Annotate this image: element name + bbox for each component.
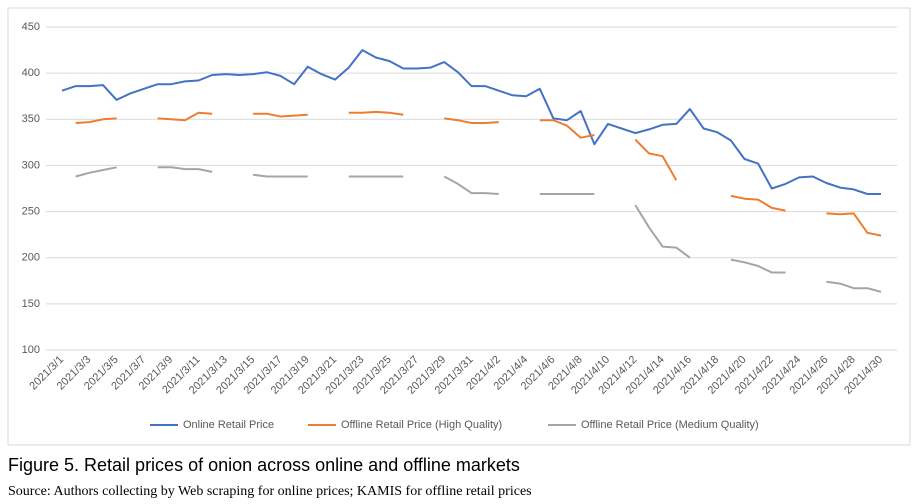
chart-frame <box>7 7 911 446</box>
series-line <box>75 166 882 293</box>
y-tick-label: 250 <box>22 205 40 217</box>
series-line <box>75 110 882 237</box>
y-tick-label: 100 <box>22 344 40 356</box>
y-tick-label: 300 <box>22 159 40 171</box>
y-tick-label: 400 <box>22 67 40 79</box>
legend-label: Offline Retail Price (Medium Quality) <box>581 419 759 431</box>
caption: Figure 5. Retail prices of onion across … <box>8 455 520 475</box>
y-tick-label: 450 <box>22 21 40 33</box>
y-tick-label: 150 <box>22 298 40 310</box>
y-tick-label: 350 <box>22 113 40 125</box>
legend-label: Offline Retail Price (High Quality) <box>341 419 502 431</box>
y-tick-label: 200 <box>22 252 40 264</box>
series-line <box>61 49 881 195</box>
legend-label: Online Retail Price <box>183 419 274 431</box>
source: Source: Authors collecting by Web scrapi… <box>8 484 532 499</box>
